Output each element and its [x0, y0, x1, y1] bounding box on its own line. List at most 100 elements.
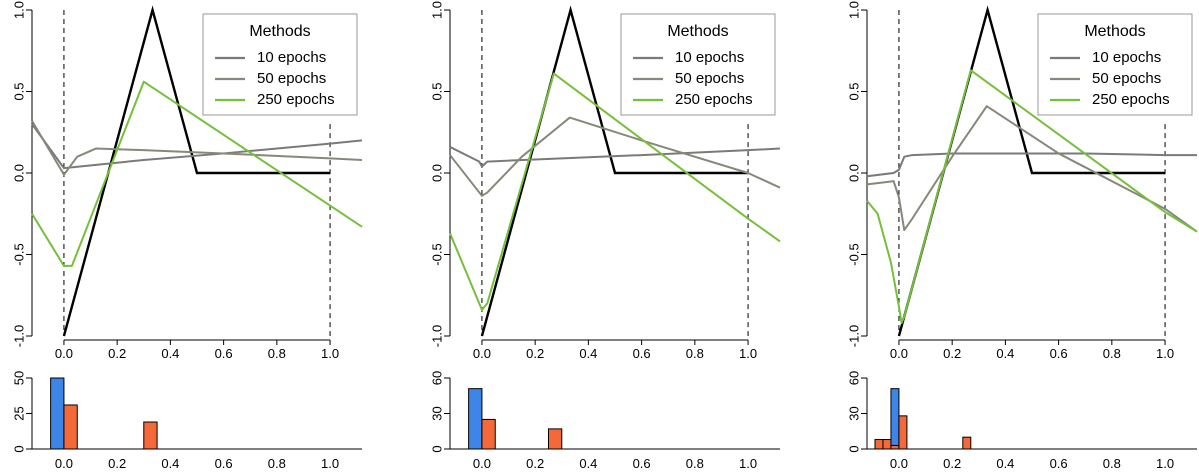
y-tick-label: 1.0	[429, 1, 444, 19]
hist-x-tick-label: 1.0	[1156, 456, 1174, 471]
legend-box	[202, 13, 358, 116]
hist-x-tick-label: 0.0	[890, 456, 908, 471]
hist-bar	[50, 377, 65, 450]
series-line-10-epochs	[449, 146, 781, 168]
legend-label: 50 epochs	[1092, 70, 1161, 87]
legend-label: 250 epochs	[1092, 91, 1170, 108]
legend-label: 10 epochs	[1092, 49, 1161, 66]
y-tick-label: 0.5	[846, 82, 861, 100]
hist-x-tick-label: 0.8	[686, 456, 704, 471]
y-tick-label: 0.0	[429, 164, 444, 182]
hist-panel-3: 0 30 60 0.0 0.2 0.4 0.6 0.8 1.0	[846, 371, 1197, 471]
legend-label: 50 epochs	[675, 70, 744, 87]
y-tick-label: -0.5	[846, 243, 861, 265]
hist-x-tick-label: 0.0	[55, 456, 73, 471]
hist-y-tick-label: 0	[846, 445, 861, 452]
x-tick-label: 1.0	[321, 346, 339, 361]
hist-bar	[547, 428, 563, 450]
truth-line	[480, 5, 749, 337]
hist-x-tick-label: 0.8	[268, 456, 286, 471]
hist-y-tick-label: 50	[11, 371, 26, 385]
legend-box	[1037, 13, 1193, 116]
hist-bar	[481, 418, 496, 450]
legend-title: Methods	[667, 23, 728, 40]
y-tick-label: 0.5	[11, 82, 26, 100]
hist-x-tick-label: 0.4	[161, 456, 179, 471]
x-tick-label: 1.0	[1156, 346, 1174, 361]
y-tick-label: -0.5	[429, 243, 444, 265]
y-tick-label: -0.5	[11, 243, 26, 265]
x-tick-label: 0.4	[161, 346, 179, 361]
hist-x-tick-label: 0.2	[943, 456, 961, 471]
hist-y-tick-label: 25	[11, 406, 26, 420]
x-tick-label: 0.8	[268, 346, 286, 361]
x-tick-label: 0.0	[55, 346, 73, 361]
y-tick-label: 1.0	[11, 1, 26, 19]
series-line-250-epochs	[866, 69, 1198, 324]
hist-x-tick-label: 1.0	[739, 456, 757, 471]
hist-bar	[890, 388, 900, 450]
x-tick-label: 0.0	[890, 346, 908, 361]
x-tick-label: 0.6	[215, 346, 233, 361]
hist-y-tick-label: 60	[429, 371, 444, 385]
hist-bar	[874, 439, 884, 450]
hist-y-tick-label: 0	[429, 445, 444, 452]
y-tick-label: 0.0	[846, 164, 861, 182]
hist-x-tick-label: 0.0	[473, 456, 491, 471]
hist-panel-2: 0 30 60 0.0 0.2 0.4 0.6 0.8 1.0	[429, 371, 780, 471]
hist-x-tick-label: 0.4	[579, 456, 597, 471]
legend-label: 50 epochs	[257, 70, 326, 87]
series-line-50-epochs	[449, 116, 781, 197]
x-tick-label: 0.6	[633, 346, 651, 361]
hist-x-tick-label: 0.6	[1050, 456, 1068, 471]
y-tick-label: -1.0	[846, 325, 861, 347]
hist-x-tick-label: 0.8	[1103, 456, 1121, 471]
series-line-10-epochs	[866, 152, 1197, 178]
legend-box	[620, 13, 776, 116]
legend-label: 10 epochs	[257, 49, 326, 66]
x-tick-label: 0.2	[526, 346, 544, 361]
line-panel-2: -1.0 -0.5 0.0 0.5 1.0 0.0 0.2 0.4 0.6 0.8 1.0 Metho…	[429, 1, 781, 361]
hist-bar	[962, 436, 972, 450]
y-tick-label: 0.0	[11, 164, 26, 182]
hist-bar	[890, 444, 900, 450]
line-panel-1: -1.0 -0.5 0.0 0.5 1.0 0.0 0.2 0.4 0.6 0.8 1.0 Metho…	[11, 1, 363, 361]
series-line-50-epochs	[31, 120, 363, 176]
x-tick-label: 0.2	[108, 346, 126, 361]
y-tick-label: -1.0	[11, 325, 26, 347]
hist-x-tick-label: 0.6	[633, 456, 651, 471]
series-line-10-epochs	[31, 123, 363, 170]
x-tick-label: 0.2	[943, 346, 961, 361]
hist-x-tick-label: 0.6	[215, 456, 233, 471]
x-tick-label: 1.0	[739, 346, 757, 361]
legend-title: Methods	[249, 23, 310, 40]
hist-x-tick-label: 0.2	[526, 456, 544, 471]
x-tick-label: 0.4	[996, 346, 1014, 361]
legend-label: 10 epochs	[675, 49, 744, 66]
series-line-250-epochs	[449, 72, 781, 311]
hist-bar	[468, 388, 483, 450]
legend-label: 250 epochs	[675, 91, 753, 108]
hist-bar	[143, 421, 158, 450]
legend: Methods 10 epochs 50 epochs 250 epochs	[202, 13, 358, 116]
series-line-50-epochs	[866, 105, 1198, 233]
hist-bar	[882, 439, 892, 450]
legend-label: 250 epochs	[257, 91, 335, 108]
hist-y-tick-label: 60	[846, 371, 861, 385]
hist-panel-1: 0 25 50 0.0 0.2 0.4 0.6 0.8 1.0	[11, 371, 362, 471]
legend: Methods 10 epochs 50 epochs 250 epochs	[620, 13, 776, 116]
hist-x-tick-label: 0.2	[108, 456, 126, 471]
series-line-250-epochs	[31, 80, 363, 267]
hist-y-tick-label: 0	[11, 445, 26, 452]
x-tick-label: 0.8	[686, 346, 704, 361]
legend: Methods 10 epochs 50 epochs 250 epochs	[1037, 13, 1193, 116]
x-tick-label: 0.8	[1103, 346, 1121, 361]
x-tick-label: 0.4	[579, 346, 597, 361]
line-panel-3: -1.0 -0.5 0.0 0.5 1.0 0.0 0.2 0.4 0.6 0.8 1.0 Metho…	[846, 1, 1198, 361]
y-tick-label: 0.5	[429, 82, 444, 100]
hist-x-tick-label: 0.4	[996, 456, 1014, 471]
hist-y-tick-label: 30	[429, 406, 444, 420]
x-tick-label: 0.6	[1050, 346, 1068, 361]
hist-bar	[898, 415, 908, 450]
